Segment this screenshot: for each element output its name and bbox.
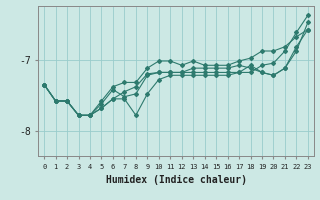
X-axis label: Humidex (Indice chaleur): Humidex (Indice chaleur)	[106, 175, 246, 185]
